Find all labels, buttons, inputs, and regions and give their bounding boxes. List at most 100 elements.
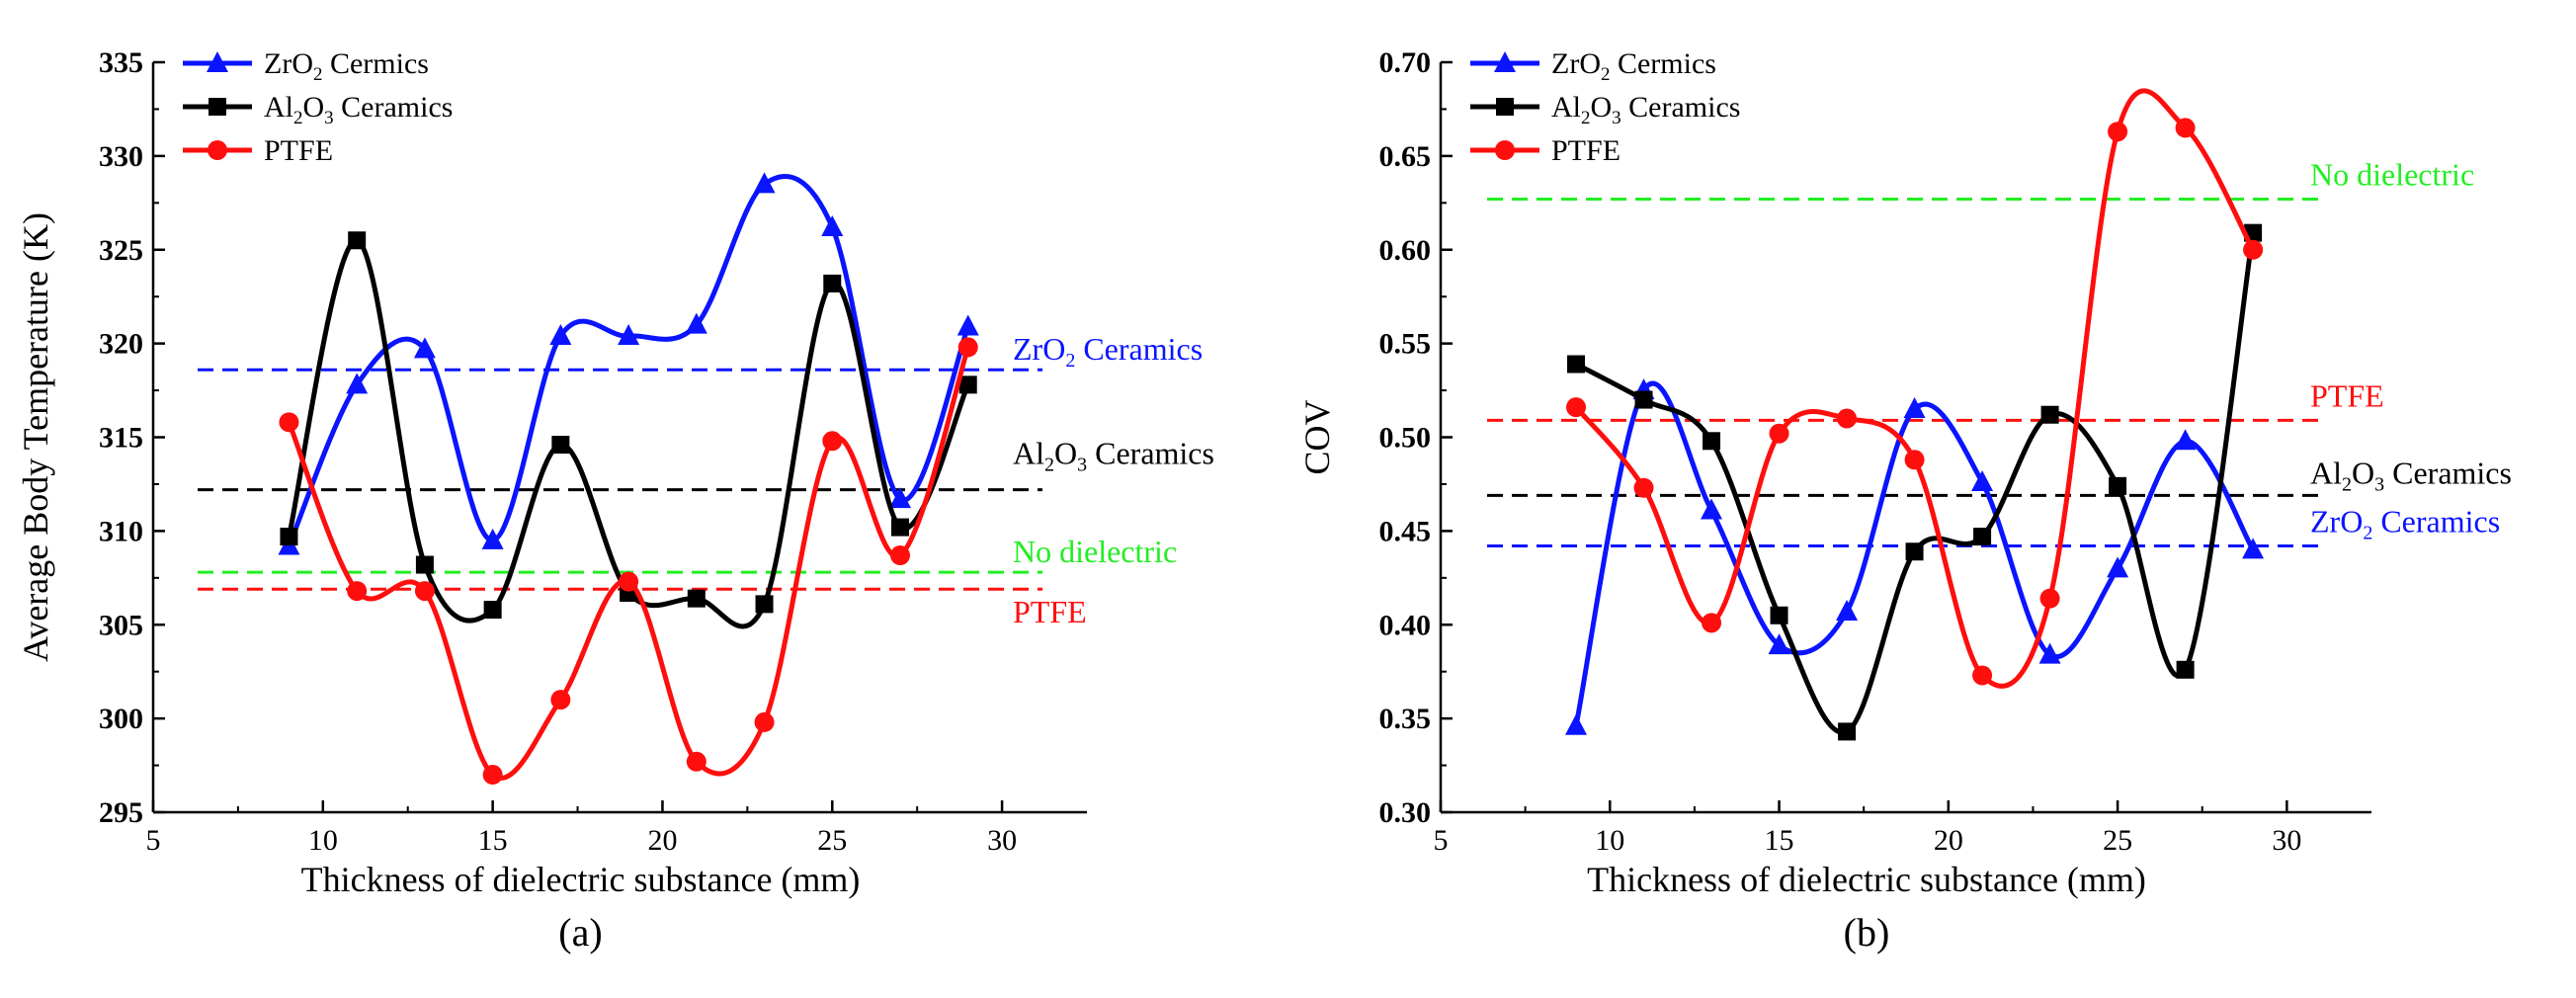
data-point-ptfe (550, 690, 571, 710)
y-tick-label: 0.65 (1379, 140, 1432, 173)
data-point-ptfe (619, 571, 639, 592)
data-point-ptfe (414, 581, 435, 602)
data-point-ptfe (347, 581, 368, 602)
data-point-ptfe (482, 765, 503, 786)
data-point-al2o3 (1905, 542, 1924, 561)
x-axis-title: Thickness of dielectric substance (mm) (301, 860, 861, 899)
reference-label-ptfe: PTFE (2310, 377, 2384, 413)
x-tick-label: 5 (1434, 824, 1449, 857)
legend-label-al2o3: Al2O3 Ceramics (1551, 91, 1740, 128)
label-part: 2 (293, 108, 303, 128)
x-tick-label: 10 (1595, 824, 1624, 857)
label-part: 3 (1077, 455, 1087, 476)
data-point-zro2 (753, 172, 776, 194)
label-part: ZrO (1551, 47, 1601, 80)
panel-a-chart: 5 10 15 20 25 30 295 300 305 310 315 320 325 330 335 Th… (16, 46, 1214, 955)
x-tick-label: 25 (817, 824, 847, 857)
legend-marker-zro2 (207, 51, 228, 72)
data-point-ptfe (754, 711, 775, 732)
panel-label: (b) (1844, 910, 1890, 955)
y-tick-label: 0.30 (1379, 796, 1432, 829)
legend-label-zro2: ZrO2 Cermics (264, 47, 429, 85)
y-tick-label: 320 (99, 328, 143, 361)
reference-label-al2o3: Al2O3 Ceramics (2310, 455, 2512, 495)
data-point-al2o3 (1567, 355, 1586, 374)
data-point-ptfe (2175, 118, 2196, 138)
label-part: Ceramics (1087, 436, 1214, 471)
data-point-al2o3 (483, 601, 502, 620)
data-point-al2o3 (1973, 528, 1992, 546)
y-tick-label: 300 (99, 703, 143, 735)
y-tick-label: 295 (99, 796, 143, 829)
data-point-ptfe (2108, 122, 2128, 142)
label-part: 2 (1581, 108, 1591, 128)
data-point-ptfe (2243, 239, 2264, 260)
x-axis-title: Thickness of dielectric substance (mm) (1587, 860, 2146, 899)
series-line-ptfe (1574, 88, 2256, 689)
data-point-al2o3 (687, 589, 706, 608)
legend-marker-ptfe (1495, 140, 1515, 160)
label-part: No dielectric (1013, 534, 1177, 569)
label-part: ZrO (264, 47, 313, 80)
data-point-al2o3 (891, 518, 909, 537)
label-part: O (303, 91, 325, 124)
data-point-zro2 (481, 528, 504, 549)
data-point-ptfe (686, 751, 706, 772)
legend-label-ptfe: PTFE (264, 134, 333, 167)
y-tick-label: 330 (99, 140, 143, 173)
data-point-zro2 (889, 487, 911, 509)
legend-marker-ptfe (208, 140, 227, 160)
data-point-zro2 (956, 314, 979, 336)
legend-marker-al2o3 (1496, 98, 1514, 116)
label-part: 2 (1044, 455, 1054, 476)
x-tick-label: 15 (478, 824, 508, 857)
data-point-ptfe (1566, 397, 1587, 418)
data-point-ptfe (279, 412, 299, 433)
y-tick-label: 0.55 (1379, 328, 1432, 361)
y-tick-label: 0.60 (1379, 234, 1432, 267)
reference-label-none: No dielectric (1013, 534, 1177, 569)
label-part: O (1591, 91, 1613, 124)
data-point-zro2 (1565, 713, 1588, 735)
data-point-ptfe (957, 337, 978, 358)
data-point-al2o3 (551, 436, 570, 455)
data-point-zro2 (2107, 556, 2129, 578)
label-part: O (2352, 455, 2374, 490)
data-point-zro2 (821, 214, 844, 236)
data-point-zro2 (549, 324, 572, 346)
panel-label: (a) (558, 910, 602, 955)
reference-label-zro2: ZrO2 Ceramics (1013, 331, 1203, 372)
data-point-ptfe (1633, 477, 1654, 498)
legend-marker-al2o3 (208, 98, 226, 116)
data-point-al2o3 (348, 231, 367, 250)
label-part: ZrO (2310, 504, 2363, 540)
y-axis-title: Average Body Temperature (K) (16, 212, 55, 662)
label-part: Al (264, 91, 293, 124)
legend-label-al2o3: Al2O3 Ceramics (264, 91, 453, 128)
label-part: Cermics (322, 47, 428, 80)
data-point-zro2 (1971, 470, 1994, 492)
x-tick-label: 15 (1765, 824, 1794, 857)
data-point-al2o3 (2109, 476, 2127, 495)
data-point-zro2 (346, 373, 369, 394)
data-point-al2o3 (2176, 660, 2195, 679)
label-part: O (1054, 436, 1077, 471)
legend-label-ptfe: PTFE (1551, 134, 1620, 167)
y-tick-label: 0.40 (1379, 609, 1432, 641)
data-point-zro2 (413, 337, 436, 359)
x-tick-label: 20 (1934, 824, 1963, 857)
reference-label-none: No dielectric (2310, 157, 2474, 193)
legend-marker-zro2 (1494, 51, 1516, 72)
data-point-al2o3 (1770, 606, 1788, 624)
data-point-zro2 (2242, 538, 2265, 559)
data-point-al2o3 (1634, 390, 1653, 409)
label-part: 2 (313, 64, 323, 85)
label-part: Ceramics (2384, 455, 2512, 490)
data-point-zro2 (685, 312, 707, 334)
label-part: Ceramics (1621, 91, 1741, 124)
x-tick-label: 30 (987, 824, 1017, 857)
y-tick-label: 0.70 (1379, 46, 1432, 79)
label-part: Al (1551, 91, 1581, 124)
data-point-al2o3 (958, 375, 977, 394)
label-part: Ceramics (2372, 504, 2500, 540)
